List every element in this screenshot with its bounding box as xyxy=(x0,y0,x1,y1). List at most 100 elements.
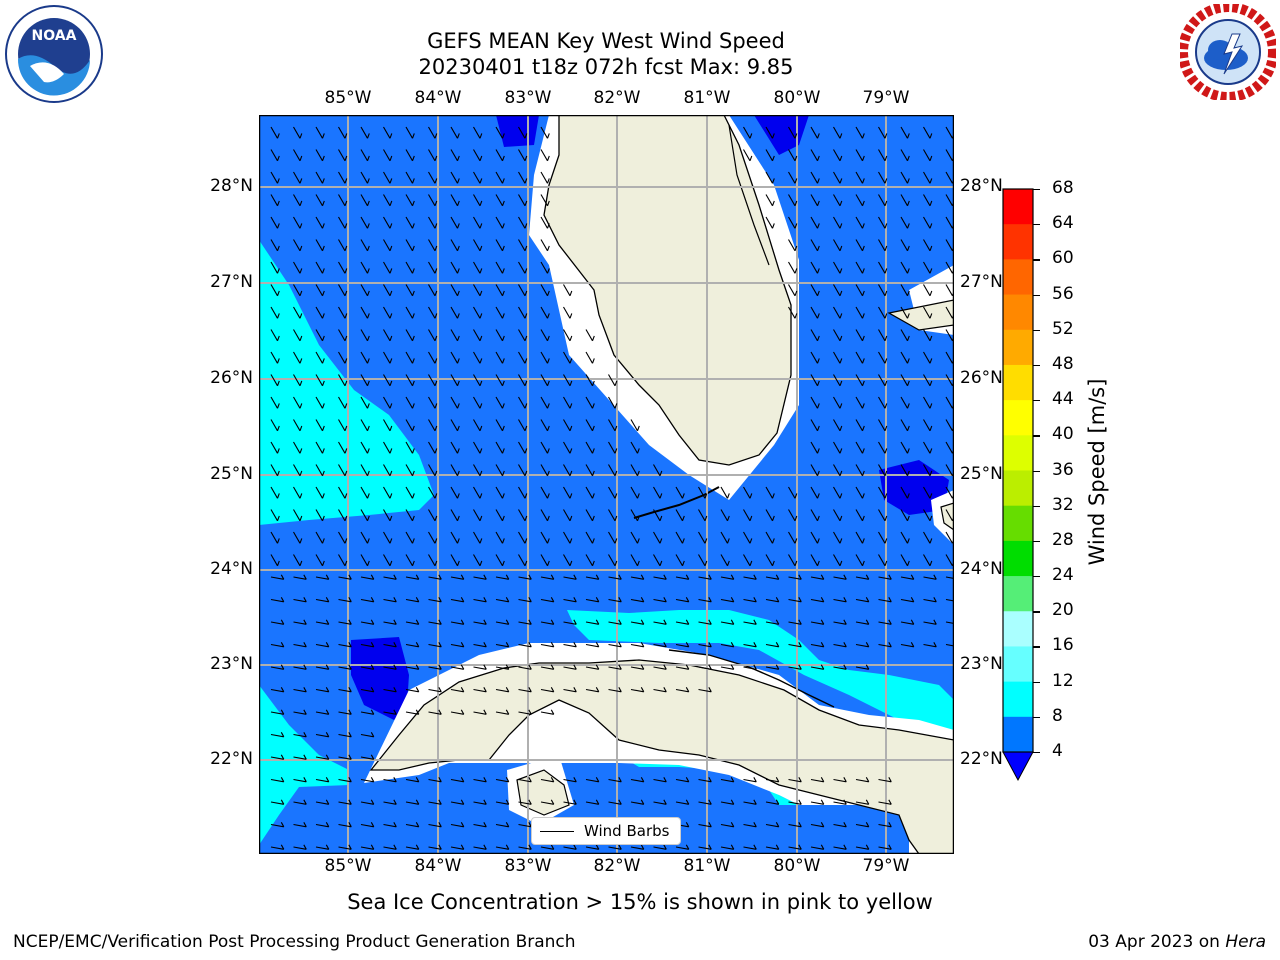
wind-barb xyxy=(923,351,933,364)
wind-barb xyxy=(653,597,667,603)
wind-barb xyxy=(360,149,370,162)
wind-barb xyxy=(495,687,510,693)
colorbar-segment xyxy=(1003,646,1033,683)
wind-barb xyxy=(855,777,870,783)
wind-barb xyxy=(518,216,528,229)
wind-barb xyxy=(428,419,438,432)
wind-barb xyxy=(473,574,487,580)
wind-barb xyxy=(428,441,438,454)
wind-barb xyxy=(608,464,618,477)
wind-barb xyxy=(698,799,712,805)
wind-barb xyxy=(360,126,370,139)
wind-barb xyxy=(900,374,910,387)
wind-barb xyxy=(855,554,865,567)
wind-barb xyxy=(855,126,865,139)
wind-barb xyxy=(428,126,438,139)
wind-barb xyxy=(563,284,573,297)
wind-barb xyxy=(428,284,438,297)
wind-barb xyxy=(293,687,307,693)
wind-barb xyxy=(360,171,370,184)
wind-barb xyxy=(653,619,667,625)
wind-barb xyxy=(293,149,303,162)
wind-barb xyxy=(270,441,280,454)
wind-barb xyxy=(765,194,775,207)
wind-barb xyxy=(900,216,910,229)
wind-barb xyxy=(765,486,775,499)
wind-barb xyxy=(833,619,847,625)
wind-barb xyxy=(270,396,280,409)
wind-barb xyxy=(833,509,843,522)
wind-barb xyxy=(743,574,757,580)
colorbar-tick-label: 24 xyxy=(1052,565,1074,586)
wind-barb xyxy=(293,284,303,297)
wind-barb xyxy=(495,709,510,715)
wind-barb xyxy=(765,619,780,625)
wind-barb xyxy=(338,732,352,738)
lon-label-top: 85°W xyxy=(324,88,372,108)
wind-barb xyxy=(833,597,847,603)
wind-barb xyxy=(495,441,505,454)
wind-barb xyxy=(833,777,847,783)
wind-barb xyxy=(788,126,798,139)
wind-barb xyxy=(360,419,370,432)
wind-barb xyxy=(900,486,910,499)
wind-barb xyxy=(540,171,550,184)
wind-barb xyxy=(900,597,915,603)
wind-barb xyxy=(833,642,847,648)
wind-barb xyxy=(518,419,528,432)
lon-label-top: 79°W xyxy=(862,88,910,108)
wind-barb xyxy=(900,464,910,477)
wind-barb xyxy=(833,126,843,139)
wind-barb xyxy=(270,261,280,274)
wind-barb xyxy=(923,216,933,229)
wind-barb xyxy=(495,306,505,319)
wind-barb xyxy=(765,777,780,783)
wind-barb xyxy=(518,149,528,162)
colorbar-tick-label: 8 xyxy=(1052,705,1063,726)
wind-barb xyxy=(450,554,460,567)
wind-barb xyxy=(428,554,438,567)
wind-barb xyxy=(563,844,577,850)
wind-barb xyxy=(383,574,397,580)
wind-barb xyxy=(630,799,645,805)
wind-barb xyxy=(630,531,640,544)
wind-barb xyxy=(338,261,348,274)
wind-barb xyxy=(698,509,708,522)
wind-barb xyxy=(900,306,910,319)
wind-barb xyxy=(855,664,870,670)
cuba-cays xyxy=(668,649,835,708)
wind-barb xyxy=(495,554,505,567)
wind-barb xyxy=(540,216,550,229)
wind-barb xyxy=(315,351,325,364)
wind-barb xyxy=(473,419,483,432)
wind-barb xyxy=(900,642,915,648)
wind-barb xyxy=(518,284,528,297)
wind-barb xyxy=(495,464,505,477)
wind-barb xyxy=(450,329,460,342)
wind-barb xyxy=(585,486,595,499)
wind-barb xyxy=(630,687,645,693)
wind-barb xyxy=(473,194,483,207)
wind-barb xyxy=(473,396,483,409)
wind-barb xyxy=(878,419,888,432)
wind-barb xyxy=(585,554,595,567)
wind-barb xyxy=(878,306,888,319)
wind-barb xyxy=(855,822,870,828)
wind-barb xyxy=(810,464,820,477)
wind-barb xyxy=(810,619,825,625)
wind-barb xyxy=(698,554,708,567)
wind-barb xyxy=(743,619,757,625)
wind-barb xyxy=(473,171,483,184)
wind-barb xyxy=(450,531,460,544)
wind-barb xyxy=(878,329,888,342)
wind-barb xyxy=(405,419,415,432)
wind-barb xyxy=(405,149,415,162)
wind-barb xyxy=(360,531,370,544)
wind-barb xyxy=(270,574,285,580)
wind-barb xyxy=(270,732,285,738)
wind-barb xyxy=(878,574,892,580)
wind-barb xyxy=(563,329,573,342)
wind-barb xyxy=(630,574,645,580)
wind-barb xyxy=(630,486,640,499)
wind-barb xyxy=(518,239,528,252)
